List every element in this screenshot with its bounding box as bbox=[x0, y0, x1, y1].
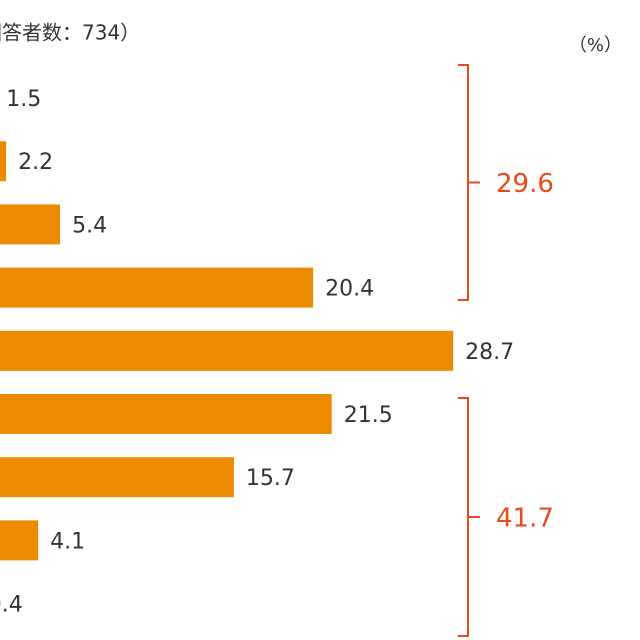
value-label: 5.4 bbox=[72, 213, 107, 238]
bar bbox=[0, 204, 61, 245]
bracket bbox=[458, 64, 480, 301]
group-total: 29.6 bbox=[496, 169, 554, 199]
bar bbox=[0, 330, 454, 371]
bar bbox=[0, 267, 314, 308]
bar bbox=[0, 457, 234, 498]
bracket bbox=[458, 397, 480, 637]
bar bbox=[0, 394, 332, 434]
chart-title: 回答者数：734） bbox=[0, 21, 140, 45]
group-total: 41.7 bbox=[496, 504, 554, 534]
value-label: 15.7 bbox=[246, 466, 295, 491]
value-label: 0.4 bbox=[0, 593, 23, 618]
value-label: 28.7 bbox=[465, 340, 514, 365]
value-label: 20.4 bbox=[325, 277, 374, 302]
value-label: 2.2 bbox=[18, 150, 53, 175]
value-label: 4.1 bbox=[50, 529, 85, 554]
bar bbox=[0, 520, 39, 561]
bar bbox=[0, 141, 7, 182]
value-label: 1.5 bbox=[6, 87, 41, 112]
unit-label: （%） bbox=[569, 35, 622, 56]
value-label: 21.5 bbox=[344, 403, 393, 428]
